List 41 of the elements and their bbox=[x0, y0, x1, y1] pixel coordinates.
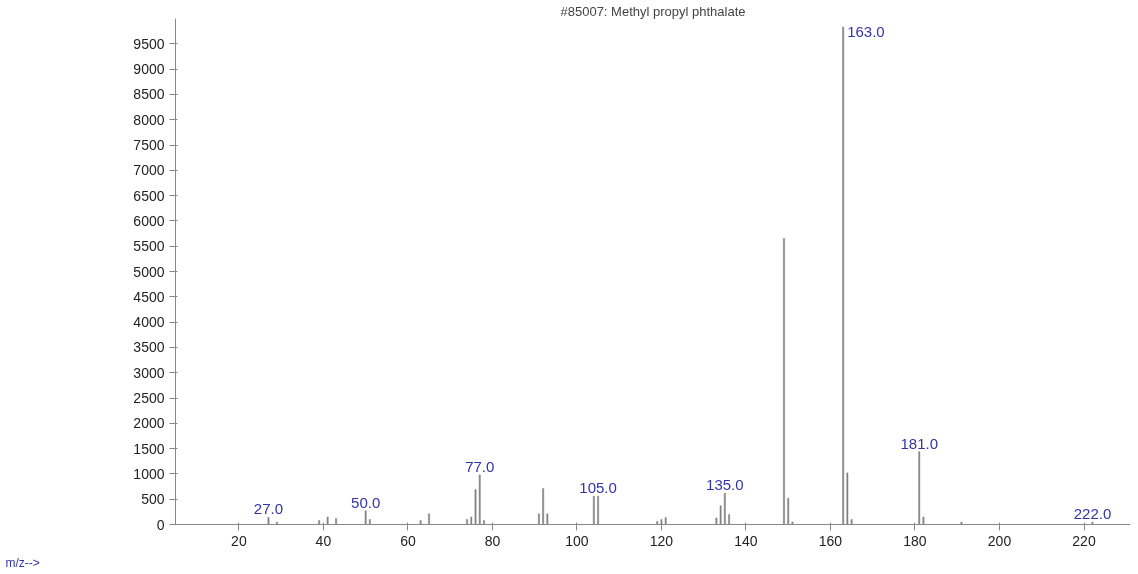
x-tick-label: 160 bbox=[818, 532, 843, 549]
annotation: 163.0 bbox=[847, 23, 885, 41]
x-tick-label: 220 bbox=[1072, 532, 1096, 549]
annotation: 50.0 bbox=[351, 493, 381, 511]
y-tick-label: 1500 bbox=[133, 440, 165, 457]
annotation: 105.0 bbox=[579, 479, 617, 497]
annotation: 181.0 bbox=[900, 434, 938, 452]
y-tick-label: 2500 bbox=[133, 390, 165, 406]
y-tick-label: 9500 bbox=[133, 35, 165, 52]
y-tick-label: 2000 bbox=[133, 415, 165, 432]
y-tick-label: 7000 bbox=[133, 162, 165, 179]
y-tick-label: 7500 bbox=[133, 137, 165, 153]
annotation: 77.0 bbox=[465, 457, 495, 475]
y-tick-label: 500 bbox=[141, 491, 165, 508]
y-tick-label: 8000 bbox=[133, 111, 165, 128]
annotation: 222.0 bbox=[1073, 504, 1112, 522]
y-tick-label: 6000 bbox=[133, 212, 165, 229]
x-tick-label: 200 bbox=[987, 532, 1012, 549]
y-tick-label: 9000 bbox=[133, 61, 165, 78]
y-tick-label: 4000 bbox=[133, 314, 165, 331]
y-tick-label: 3000 bbox=[133, 364, 165, 381]
y-tick-label: 1000 bbox=[133, 465, 165, 482]
text: m/z--> bbox=[5, 555, 40, 570]
annotation: 27.0 bbox=[253, 500, 284, 518]
y-tick-label: 3500 bbox=[133, 339, 165, 356]
x-tick-label: 20 bbox=[231, 532, 247, 549]
x-tick-label: 100 bbox=[565, 532, 589, 549]
y-tick-label: 4500 bbox=[133, 288, 165, 305]
x-tick-label: 60 bbox=[400, 532, 416, 549]
chart-title: #85007: Methyl propyl phthalate bbox=[560, 3, 746, 19]
y-tick-label: 5000 bbox=[133, 263, 165, 280]
y-tick-label: 0 bbox=[156, 516, 165, 533]
x-tick-label: 120 bbox=[649, 532, 674, 549]
x-tick-label: 80 bbox=[484, 532, 501, 549]
x-tick-label: 180 bbox=[903, 532, 927, 549]
annotation: 135.0 bbox=[706, 476, 744, 494]
y-tick-label: 6500 bbox=[133, 187, 165, 204]
x-tick-label: 140 bbox=[734, 532, 758, 549]
y-tick-label: 5500 bbox=[133, 238, 165, 255]
x-tick-label: 40 bbox=[315, 532, 332, 549]
y-tick-label: 8500 bbox=[133, 86, 165, 103]
